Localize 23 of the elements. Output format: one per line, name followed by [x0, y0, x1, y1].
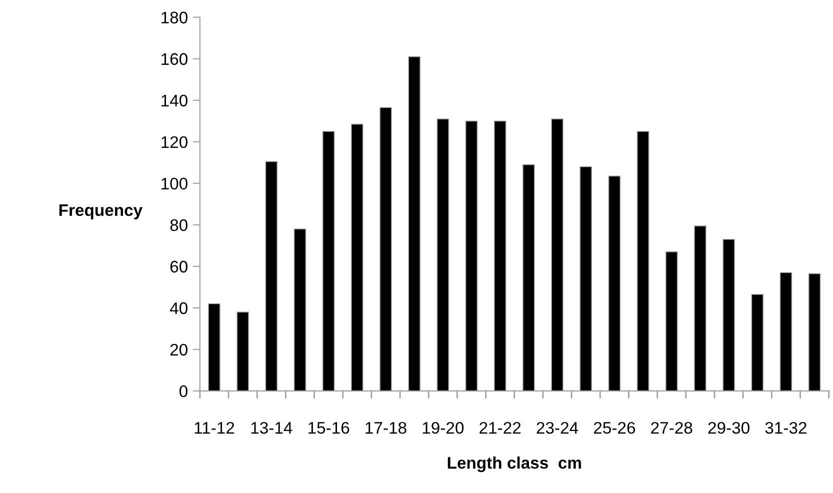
x-axis-title: Length class cm	[448, 456, 581, 472]
y-tick-label: 80	[170, 219, 188, 232]
y-tick-label: 60	[170, 260, 188, 273]
y-tick-label: 180	[162, 12, 188, 24]
y-axis-title: Frequency	[59, 204, 143, 220]
x-tick-label: 13-14	[251, 422, 292, 434]
x-tick-label: 19-20	[422, 422, 464, 434]
x-tick-label: 11-12	[194, 422, 234, 434]
x-tick-label: 25-26	[594, 422, 636, 434]
y-tick-label: 40	[170, 302, 188, 314]
x-tick-label: 21-22	[480, 422, 521, 434]
y-tick-label: 0	[179, 385, 188, 398]
y-tick-label: 160	[162, 53, 188, 65]
x-tick-label: 17-18	[366, 422, 406, 434]
y-tick-label: 20	[170, 344, 188, 356]
x-tick-label: 15-16	[308, 422, 350, 434]
x-tick-label: 29-30	[708, 422, 750, 434]
y-tick-label: 100	[162, 178, 188, 190]
y-tick-label: 120	[162, 136, 188, 148]
x-tick-label: 27-28	[651, 422, 692, 434]
x-tick-label: 23-24	[536, 422, 578, 434]
x-tick-label: 31-32	[765, 422, 806, 434]
y-tick-label: 140	[162, 94, 188, 106]
